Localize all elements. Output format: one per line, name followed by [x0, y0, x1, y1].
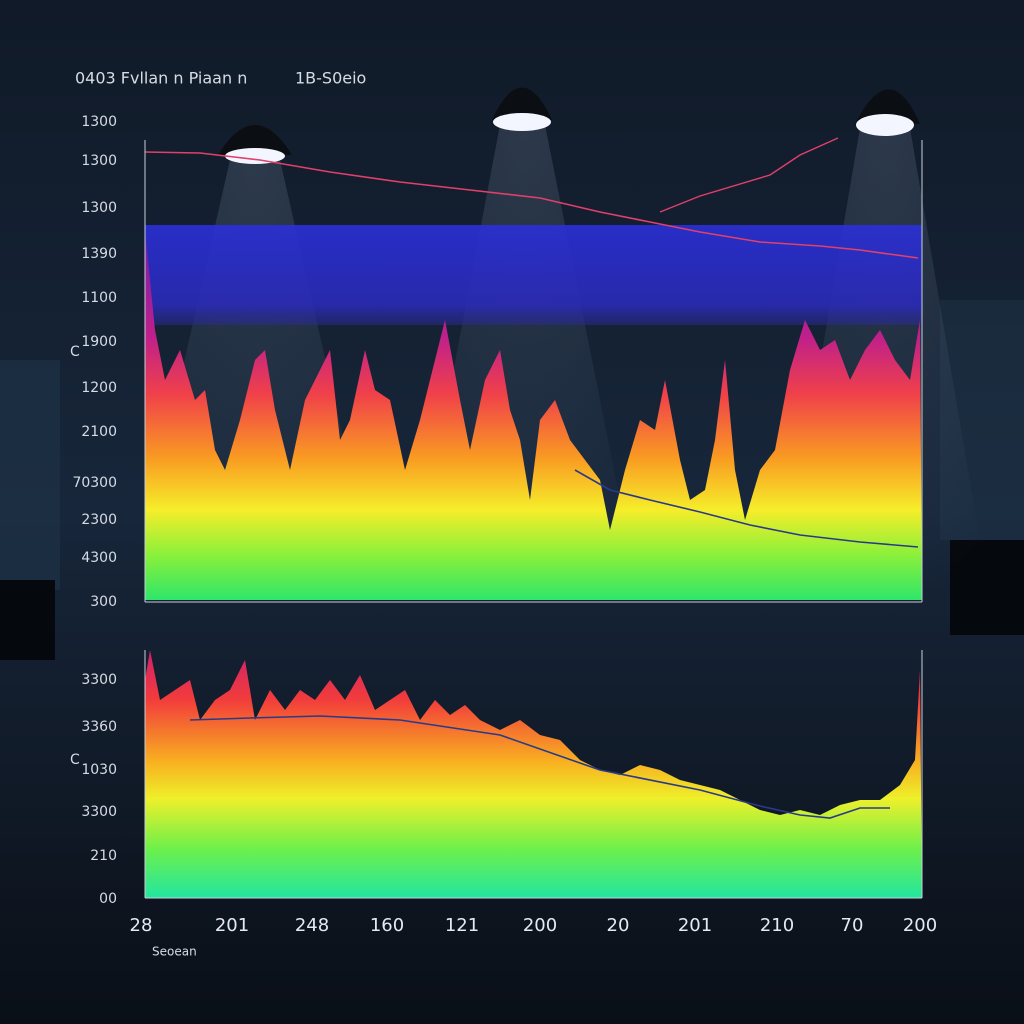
y-label: 2300	[81, 512, 117, 528]
x-caption: Seoean	[152, 945, 197, 959]
x-label: 20	[607, 915, 630, 936]
y-label: 1300	[81, 153, 117, 169]
y-label: 1300	[81, 200, 117, 216]
highlight-band	[145, 225, 922, 325]
y-label: 1900	[81, 334, 117, 350]
trend-line	[574, 469, 919, 548]
x-label: 201	[678, 915, 712, 936]
x-label: 70	[841, 915, 864, 936]
area-bottom	[145, 650, 922, 898]
title: 0403 Fvllan n Piaan n	[75, 69, 247, 88]
y-label: 3300	[81, 804, 117, 820]
x-label: 201	[215, 915, 249, 936]
trend-line	[189, 715, 890, 819]
y-label: 3300	[81, 672, 117, 688]
monitor	[0, 580, 55, 660]
x-label: 248	[295, 915, 329, 936]
y-label: 1390	[81, 246, 117, 262]
x-label: 200	[903, 915, 937, 936]
area-top	[145, 230, 922, 600]
y-label: 1300	[81, 114, 117, 130]
y-label: 1200	[81, 380, 117, 396]
subtitle: 1B-S0eio	[295, 69, 366, 88]
y-label: 00	[99, 891, 117, 907]
y-label: 210	[90, 848, 117, 864]
axes	[144, 140, 923, 899]
y-label: 300	[90, 594, 117, 610]
x-label: 160	[370, 915, 404, 936]
x-label: 210	[760, 915, 794, 936]
x-label: 200	[523, 915, 557, 936]
trend-line	[659, 137, 839, 213]
axis-symbol: C	[70, 344, 80, 360]
x-label: 28	[130, 915, 153, 936]
y-label: 70300	[72, 475, 117, 491]
y-label: 4300	[81, 550, 117, 566]
y-label: 1100	[81, 290, 117, 306]
y-label: 1030	[81, 762, 117, 778]
y-label: 2100	[81, 424, 117, 440]
x-label: 121	[445, 915, 479, 936]
y-label: 3360	[81, 719, 117, 735]
window	[0, 360, 60, 590]
trend-line	[144, 151, 919, 259]
axis-symbol: C	[70, 752, 80, 768]
